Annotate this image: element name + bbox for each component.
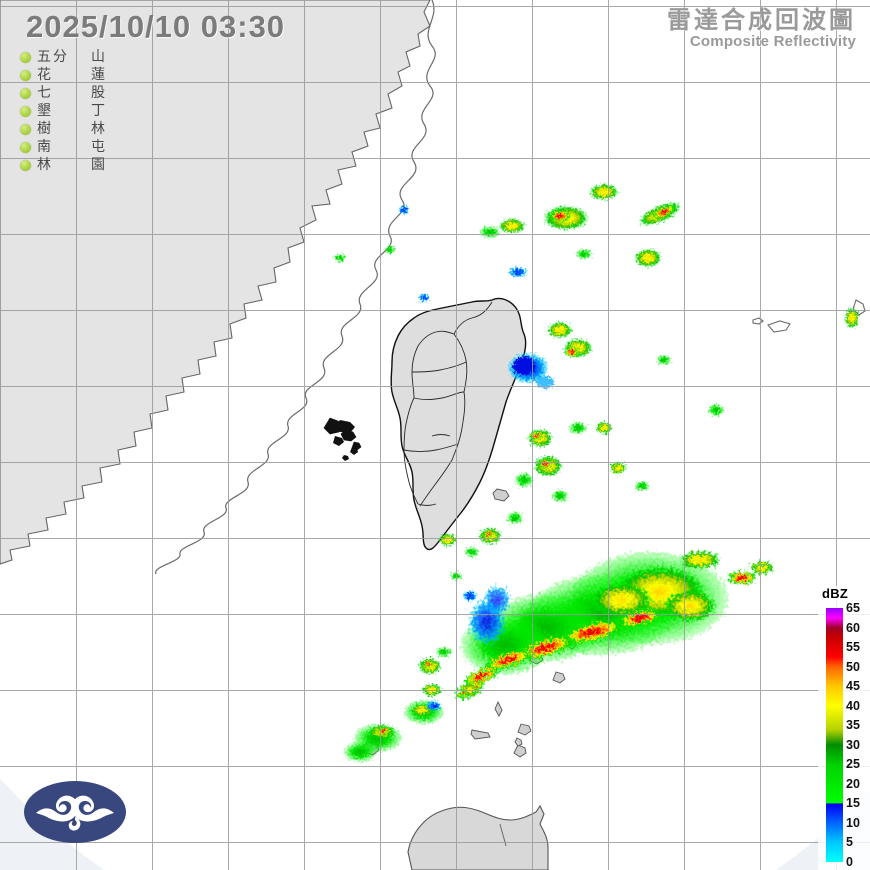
legend-tick-labels: 65 60 55 50 45 40 35 30 25 20 15 10 5 0 [846, 602, 870, 868]
luzon-coast-detail [499, 823, 507, 847]
dbz-colorbar-legend: dBZ 65 60 55 50 45 40 35 30 25 20 15 10 … [818, 586, 870, 870]
taiwan-island [390, 297, 527, 551]
legend-tick: 20 [846, 776, 860, 791]
station-char: 園 [91, 157, 105, 173]
echo-strait-cells [334, 206, 479, 601]
station-char: 南 [37, 139, 51, 155]
title-chinese: 雷達合成回波圖 [667, 7, 856, 34]
legend-tick: 15 [846, 796, 860, 810]
station-char: 花 [37, 67, 51, 83]
legend-tick: 0 [846, 854, 853, 869]
legend-color-bar [826, 608, 843, 862]
station-char: 股 [91, 85, 105, 101]
station-dot-icon [20, 105, 31, 117]
station-char: 分 [53, 49, 67, 65]
timestamp: 2025/10/10 03:30 [26, 9, 286, 44]
china-coastline-detail [155, 0, 436, 575]
station-row-hualien[interactable]: 花 蓮 [20, 66, 106, 84]
station-dot-icon [20, 141, 31, 153]
penghu-islands [333, 420, 358, 461]
station-dot-icon [20, 87, 31, 99]
echo-east-coast-cells [479, 422, 649, 544]
legend-tick: 55 [846, 640, 860, 654]
station-dot-icon [20, 51, 31, 63]
station-dot-icon [20, 123, 31, 135]
title-english: Composite Reflectivity [689, 33, 856, 51]
station-char: 七 [37, 85, 51, 101]
station-char: 五 [37, 49, 51, 65]
taiwan-county-boundaries [403, 301, 493, 507]
radar-station-list: 五 分 山 花 蓮 七 股 墾 丁 樹 林 [20, 48, 106, 174]
station-row-kenting[interactable]: 墾 丁 [20, 102, 106, 120]
station-char: 樹 [37, 121, 51, 137]
station-char: 丁 [91, 103, 105, 119]
luzon-landmass [407, 804, 549, 870]
logo-wave-mark [36, 795, 114, 831]
station-row-cigu[interactable]: 七 股 [20, 84, 106, 102]
mainland-china-landmass [0, 0, 431, 565]
legend-tick: 30 [846, 737, 860, 752]
station-char: 蓮 [91, 67, 105, 83]
station-dot-icon [20, 159, 31, 171]
legend-tick: 50 [846, 659, 860, 674]
station-dot-icon [20, 69, 31, 81]
legend-tick: 10 [846, 815, 860, 830]
station-row-nantun[interactable]: 南 屯 [20, 138, 106, 156]
echo-northeast-cells [480, 184, 859, 416]
station-char: 屯 [91, 139, 105, 155]
echo-nearshore-blue-cluster [508, 353, 554, 388]
legend-tick: 5 [846, 835, 853, 849]
cwb-logo[interactable] [24, 781, 126, 843]
legend-tick: 45 [846, 679, 860, 693]
station-row-linyuan[interactable]: 林 園 [20, 156, 106, 174]
station-char: 林 [91, 121, 105, 137]
legend-tick: 25 [846, 757, 860, 771]
legend-tick: 40 [846, 698, 860, 713]
station-char: 墾 [37, 103, 51, 119]
station-row-shulin[interactable]: 樹 林 [20, 120, 106, 138]
legend-tick: 65 [846, 601, 860, 615]
station-char: 林 [37, 157, 51, 173]
title-block: 雷達合成回波圖 Composite Reflectivity [667, 8, 856, 50]
legend-title: dBZ [822, 586, 849, 601]
echo-southern-cells [344, 647, 479, 762]
offshore-islets [323, 417, 362, 451]
legend-tick: 35 [846, 718, 860, 732]
station-char: 山 [91, 49, 105, 65]
station-row-wufenshan[interactable]: 五 分 山 [20, 48, 106, 66]
legend-tick: 60 [846, 620, 860, 635]
